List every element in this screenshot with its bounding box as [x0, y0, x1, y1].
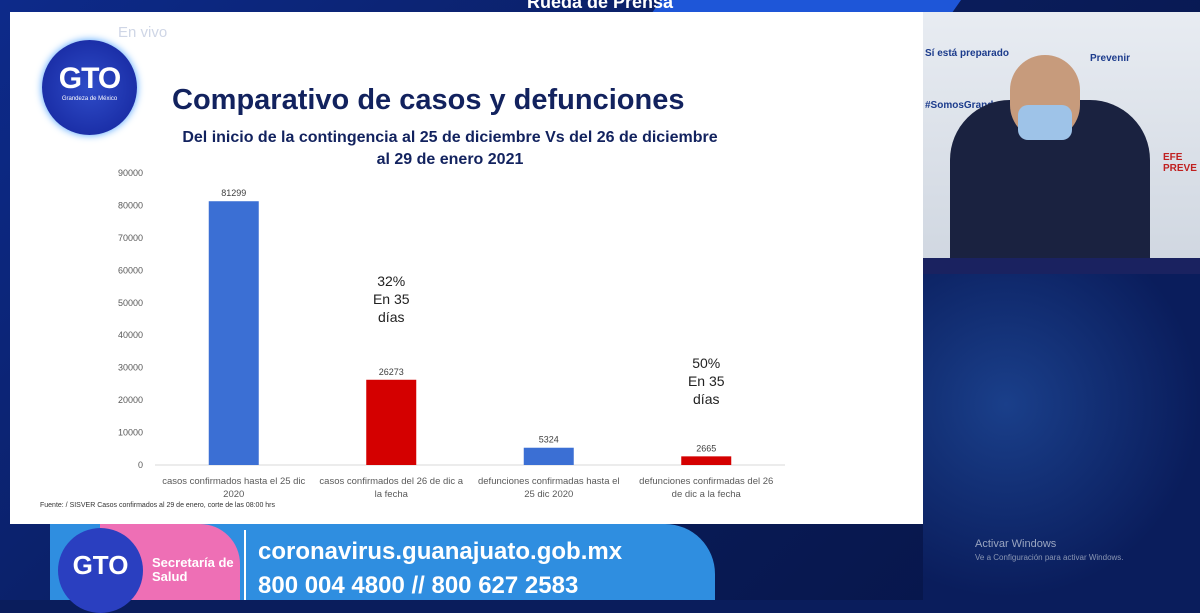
y-tick-label: 60000 [118, 265, 143, 275]
broadcast-banner: Rueda de Prensa [526, 0, 674, 12]
x-tick-label: defunciones confirmadas del 26 [639, 476, 773, 487]
phone-numbers: 800 004 4800 // 800 627 2583 [258, 572, 579, 599]
slide-subtitle: Del inicio de la contingencia al 25 de d… [182, 129, 718, 168]
slide-title: Comparativo de casos y defunciones [172, 84, 685, 116]
desk [923, 258, 1200, 274]
annotation: días [378, 309, 404, 325]
sponsor-logo: Prevenir [1090, 53, 1131, 64]
bar [366, 379, 417, 465]
data-label: 2665 [696, 443, 716, 453]
x-tick-label: la fecha [375, 489, 409, 500]
annotation: En 35 [373, 291, 410, 307]
y-tick-label: 10000 [118, 428, 143, 438]
y-tick-label: 30000 [118, 363, 143, 373]
x-tick-label: de dic a la fecha [672, 489, 742, 500]
live-label: En vivo [118, 24, 168, 41]
bar [681, 456, 732, 465]
decor-background [923, 274, 1200, 600]
windows-watermark: Activar Windows [975, 538, 1057, 550]
data-label: 26273 [379, 367, 404, 377]
y-tick-label: 90000 [118, 168, 143, 178]
source-note: Fuente: / SISVER Casos confirmados al 29… [40, 502, 276, 509]
bar-chart: 0 10000 20000 30000 40000 50000 60000 70000 8000… [118, 168, 785, 500]
x-tick-label: 25 dic 2020 [524, 489, 573, 500]
sponsor-logo: Sí está preparado [925, 48, 1009, 59]
annotation: 32% [377, 273, 405, 289]
slide [10, 12, 923, 524]
x-tick-label: 2020 [223, 489, 244, 500]
bar [523, 447, 574, 465]
y-tick-label: 50000 [118, 298, 143, 308]
sponsor-logo: EFE PREVE [1163, 152, 1197, 174]
y-tick-label: 20000 [118, 395, 143, 405]
gto-logo: GTO Grandeza de México [42, 40, 137, 135]
x-tick-label: casos confirmados hasta el 25 dic [162, 476, 305, 487]
face-mask [1018, 105, 1072, 140]
divider [244, 530, 246, 600]
y-tick-label: 80000 [118, 200, 143, 210]
data-label: 5324 [539, 435, 559, 445]
footer-gto-logo: GTO [58, 528, 143, 613]
y-tick-label: 40000 [118, 330, 143, 340]
windows-watermark-sub: Ve a Configuración para activar Windows. [975, 553, 1124, 562]
bar [208, 201, 259, 465]
y-tick-label: 70000 [118, 233, 143, 243]
sponsor-logo: #SomosGrandeza [925, 100, 1010, 111]
website-url: coronavirus.guanajuato.gob.mx [258, 538, 623, 565]
annotation: En 35 [688, 373, 725, 389]
data-label: 81299 [221, 188, 246, 198]
x-tick-label: defunciones confirmadas hasta el [478, 476, 620, 487]
x-tick-label: casos confirmados del 26 de dic a [319, 476, 463, 487]
annotation: 50% [692, 355, 720, 371]
y-tick-label: 0 [138, 460, 143, 470]
annotation: días [693, 391, 719, 407]
